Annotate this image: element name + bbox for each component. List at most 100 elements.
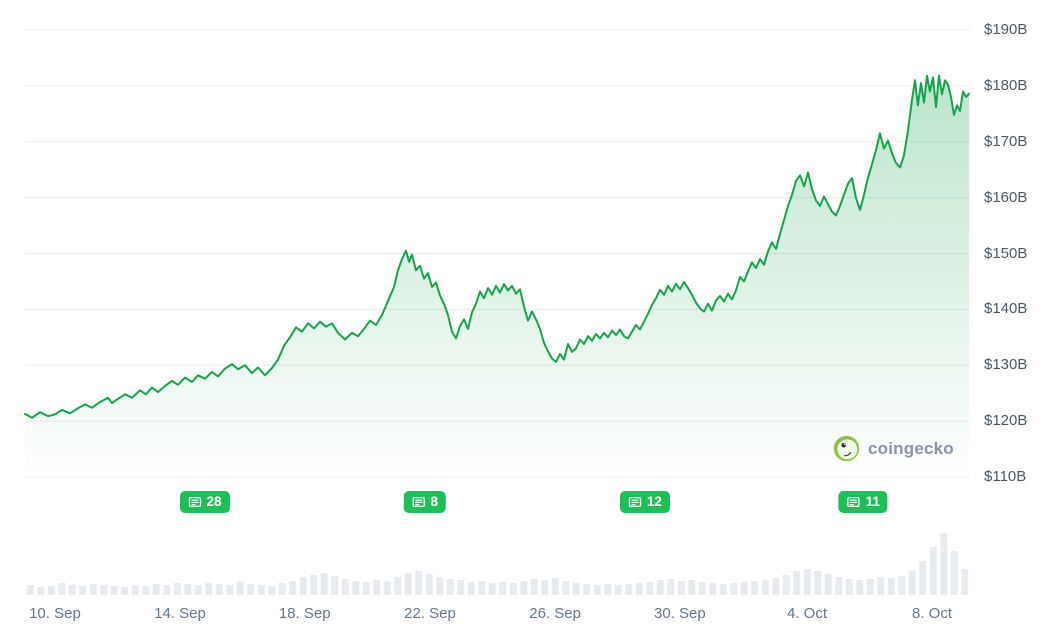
- volume-bar: [677, 581, 685, 595]
- news-badge-count: 28: [206, 494, 222, 510]
- volume-bar: [730, 583, 738, 595]
- volume-bar: [320, 573, 328, 595]
- watermark-text: coingecko: [868, 438, 954, 458]
- newspaper-icon: [412, 496, 425, 508]
- volume-bar: [551, 578, 559, 595]
- volume-bar: [740, 582, 748, 595]
- volume-bar: [236, 582, 244, 595]
- volume-bar: [814, 571, 822, 595]
- volume-bar: [436, 577, 444, 595]
- volume-bar: [635, 583, 643, 595]
- volume-bar: [772, 578, 780, 595]
- volume-bar: [352, 581, 360, 595]
- volume-bar: [667, 579, 675, 595]
- volume-bar: [394, 577, 402, 595]
- volume-bar: [68, 585, 76, 595]
- x-axis-label: 22. Sep: [404, 605, 456, 622]
- volume-bar: [373, 580, 381, 595]
- x-axis-label: 8. Oct: [911, 605, 952, 622]
- volume-bar: [866, 579, 874, 595]
- volume-bar: [950, 551, 958, 595]
- volume-bar: [530, 579, 538, 595]
- x-axis-label: 18. Sep: [278, 605, 331, 622]
- newspaper-icon: [188, 496, 201, 508]
- news-badge-count: 11: [865, 494, 880, 510]
- news-badge[interactable]: 8: [403, 491, 446, 513]
- volume-bar: [331, 576, 339, 595]
- y-axis-label: $140B: [984, 300, 1028, 318]
- volume-bar: [793, 571, 801, 595]
- volume-bar: [226, 585, 234, 595]
- volume-bar: [940, 533, 948, 595]
- volume-bar: [572, 583, 580, 595]
- volume-bar: [404, 573, 412, 595]
- newspaper-icon: [847, 496, 860, 508]
- volume-bar: [593, 585, 601, 595]
- price-line: [24, 74, 971, 419]
- volume-bar: [520, 581, 528, 595]
- volume-bar: [625, 584, 633, 595]
- y-axis-label: $160B: [984, 188, 1028, 206]
- volume-bar: [278, 583, 286, 595]
- y-axis-label: $150B: [984, 244, 1028, 262]
- volume-bar: [415, 571, 423, 595]
- volume-bar: [919, 561, 927, 595]
- y-axis-label: $120B: [984, 412, 1028, 430]
- area-fill: [25, 75, 970, 478]
- volume-bar: [142, 586, 150, 595]
- volume-bar: [887, 578, 895, 595]
- volume-bar: [898, 576, 906, 595]
- volume-bar: [478, 581, 486, 595]
- volume-bar: [383, 581, 391, 595]
- volume-bar: [457, 580, 465, 595]
- volume-bar: [688, 580, 696, 595]
- volume-bar: [908, 571, 916, 595]
- volume-bar: [110, 586, 118, 595]
- newspaper-icon: [628, 496, 642, 508]
- volume-bar: [646, 582, 654, 595]
- volume-bar: [37, 587, 45, 595]
- volume-bar: [184, 584, 192, 595]
- volume-bar: [58, 583, 66, 595]
- volume-bar: [719, 584, 727, 595]
- volume-bar: [299, 577, 307, 595]
- volume-bar: [100, 585, 108, 595]
- volume-bar: [856, 580, 864, 595]
- y-axis-label: $170B: [984, 132, 1028, 150]
- volume-bar: [604, 584, 612, 595]
- y-axis-label: $180B: [984, 76, 1028, 94]
- volume-bar: [194, 585, 202, 595]
- news-badge[interactable]: 28: [179, 491, 230, 513]
- x-axis-label: 14. Sep: [154, 605, 206, 622]
- volume-bar: [268, 586, 276, 595]
- volume-bar: [163, 585, 171, 595]
- volume-bar: [257, 585, 265, 595]
- volume-bar: [26, 585, 34, 595]
- volume-bar: [698, 582, 706, 595]
- volume-bar: [656, 580, 664, 595]
- news-badge[interactable]: 12: [619, 491, 670, 513]
- news-badge[interactable]: 11: [838, 491, 888, 513]
- x-axis-label: 4. Oct: [786, 605, 827, 622]
- volume-bar: [341, 579, 349, 595]
- volume-bar: [929, 547, 937, 595]
- news-badge-count: 8: [430, 494, 438, 510]
- volume-bar: [835, 577, 843, 595]
- volume-bar: [215, 584, 223, 595]
- volume-bar: [751, 581, 759, 595]
- volume-bar: [362, 582, 370, 595]
- news-badge-count: 12: [646, 494, 662, 510]
- volume-bar: [446, 579, 454, 595]
- volume-bar: [709, 583, 717, 595]
- volume-bar: [467, 582, 475, 595]
- volume-bar: [89, 584, 97, 595]
- volume-bar: [845, 579, 853, 595]
- x-axis-label: 30. Sep: [654, 605, 706, 622]
- y-axis-label: $110B: [984, 468, 1027, 485]
- volume-bar: [205, 583, 213, 595]
- volume-bar: [877, 577, 885, 595]
- volume-bar: [824, 574, 832, 595]
- volume-bar: [152, 584, 160, 595]
